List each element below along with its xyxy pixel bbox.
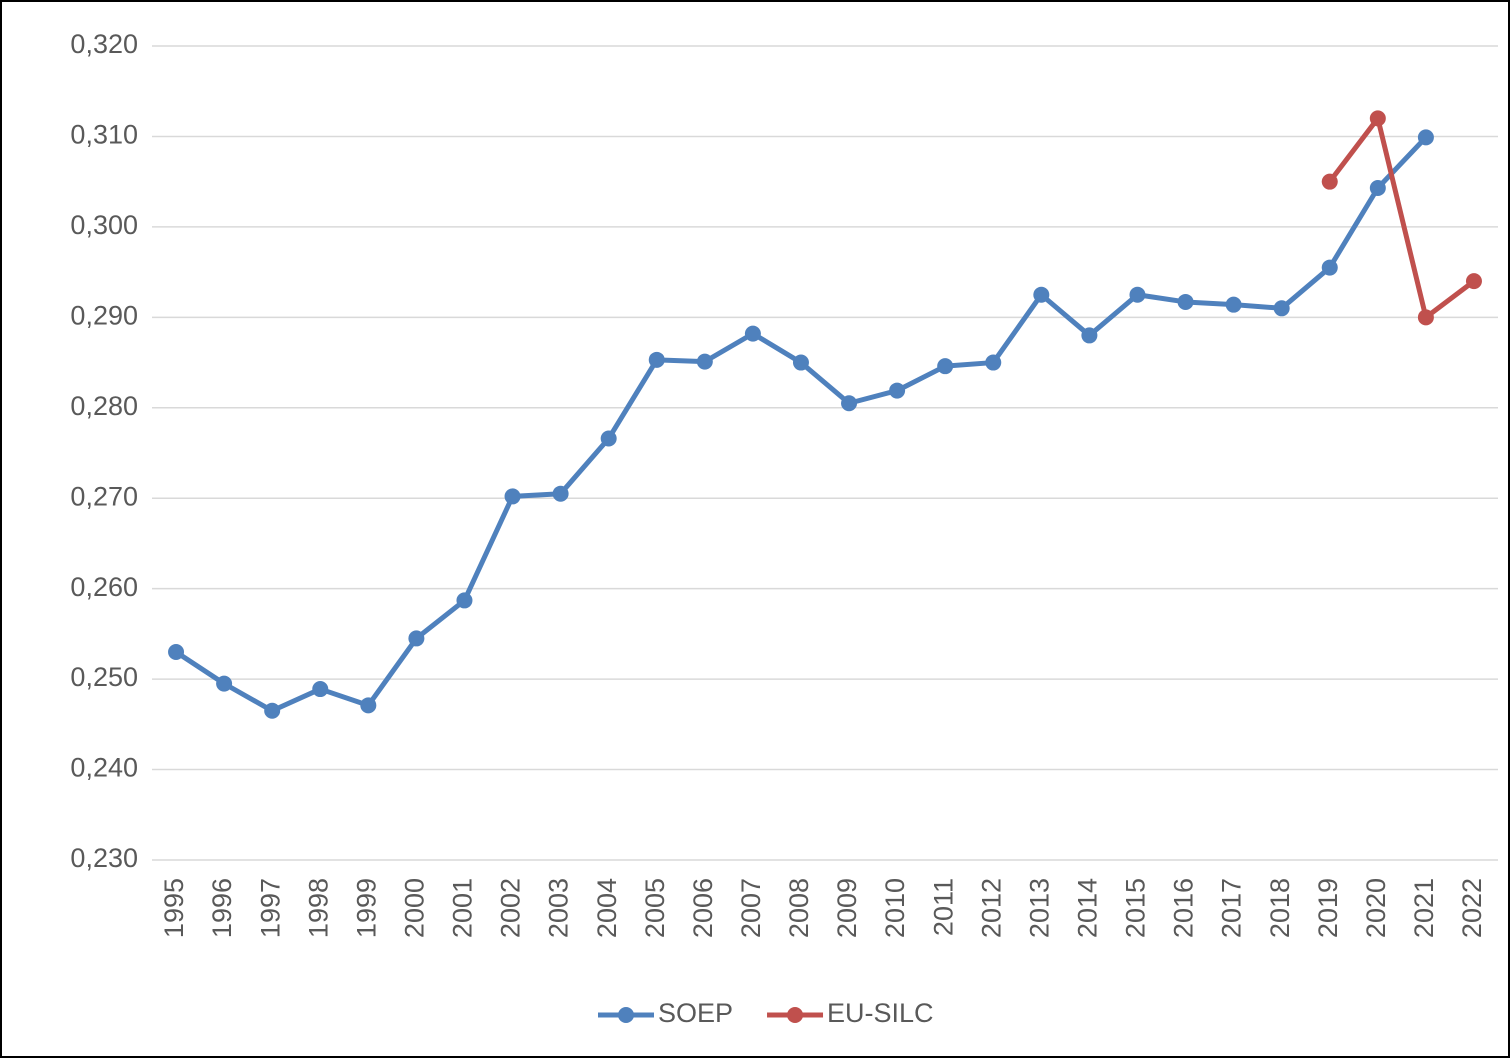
y-tick-label: 0,240	[70, 753, 138, 783]
data-point	[408, 630, 425, 647]
data-point	[1321, 259, 1338, 276]
y-tick-label: 0,250	[70, 662, 138, 692]
data-point	[552, 485, 569, 502]
x-tick-label: 2011	[928, 878, 958, 936]
x-tick-label: 2004	[592, 878, 622, 938]
data-point	[937, 358, 954, 375]
data-point	[360, 697, 377, 714]
x-tick-label: 1996	[207, 878, 237, 938]
x-tick-label: 1999	[351, 878, 381, 938]
y-tick-label: 0,290	[70, 300, 138, 330]
data-point	[1417, 129, 1434, 146]
data-point	[1417, 309, 1434, 326]
legend-marker	[618, 1007, 634, 1023]
x-tick-label: 2006	[688, 878, 718, 938]
x-tick-label: 2017	[1217, 878, 1247, 938]
x-tick-label: 2014	[1073, 878, 1103, 938]
series-line	[1327, 115, 1476, 320]
data-point	[216, 675, 233, 692]
x-tick-label: 2009	[832, 878, 862, 938]
data-point	[1369, 179, 1386, 196]
x-tick-label: 2000	[400, 878, 430, 938]
data-point	[168, 643, 185, 660]
x-tick-label: 2020	[1361, 878, 1391, 938]
data-point	[696, 353, 713, 370]
y-tick-label: 0,280	[70, 391, 138, 421]
x-tick-label: 2008	[784, 878, 814, 938]
y-tick-label: 0,270	[70, 481, 138, 511]
x-tick-label: 2002	[496, 878, 526, 938]
data-point	[1033, 286, 1050, 303]
data-point	[456, 592, 473, 609]
legend-label: EU-SILC	[827, 998, 934, 1028]
data-point	[744, 325, 761, 342]
data-point	[1369, 110, 1386, 127]
y-tick-label: 0,230	[70, 843, 138, 873]
data-point	[889, 382, 906, 399]
data-point	[1273, 300, 1290, 317]
x-tick-label: 2005	[640, 878, 670, 938]
x-tick-label: 1997	[255, 878, 285, 938]
data-point	[312, 681, 329, 698]
x-tick-label: 2013	[1024, 878, 1054, 938]
data-point	[648, 351, 665, 368]
data-point	[1225, 296, 1242, 313]
x-tick-label: 2012	[976, 878, 1006, 938]
data-point	[1321, 173, 1338, 190]
data-point	[264, 702, 281, 719]
data-point	[792, 354, 809, 371]
x-tick-label: 2003	[544, 878, 574, 938]
x-tick-label: 2018	[1265, 878, 1295, 938]
legend-label: SOEP	[658, 998, 733, 1028]
x-tick-label: 2019	[1313, 878, 1343, 938]
x-tick-label: 2001	[448, 878, 478, 938]
y-tick-label: 0,320	[70, 29, 138, 59]
data-point	[1177, 293, 1194, 310]
y-tick-label: 0,260	[70, 572, 138, 602]
x-tick-label: 2007	[736, 878, 766, 938]
x-tick-label: 2016	[1169, 878, 1199, 938]
x-tick-label: 2022	[1457, 878, 1487, 938]
x-tick-label: 2021	[1409, 878, 1439, 938]
x-tick-label: 2015	[1121, 878, 1151, 938]
data-point	[1081, 327, 1098, 344]
data-point	[985, 354, 1002, 371]
x-tick-label: 1995	[159, 878, 189, 938]
x-tick-label: 1998	[303, 878, 333, 938]
data-point	[841, 395, 858, 412]
y-tick-label: 0,300	[70, 210, 138, 240]
data-point	[600, 430, 617, 447]
y-tick-label: 0,310	[70, 120, 138, 150]
data-point	[1465, 273, 1482, 290]
data-point	[1129, 286, 1146, 303]
legend-marker	[787, 1007, 804, 1023]
data-point	[504, 488, 521, 505]
x-tick-label: 2010	[880, 878, 910, 938]
